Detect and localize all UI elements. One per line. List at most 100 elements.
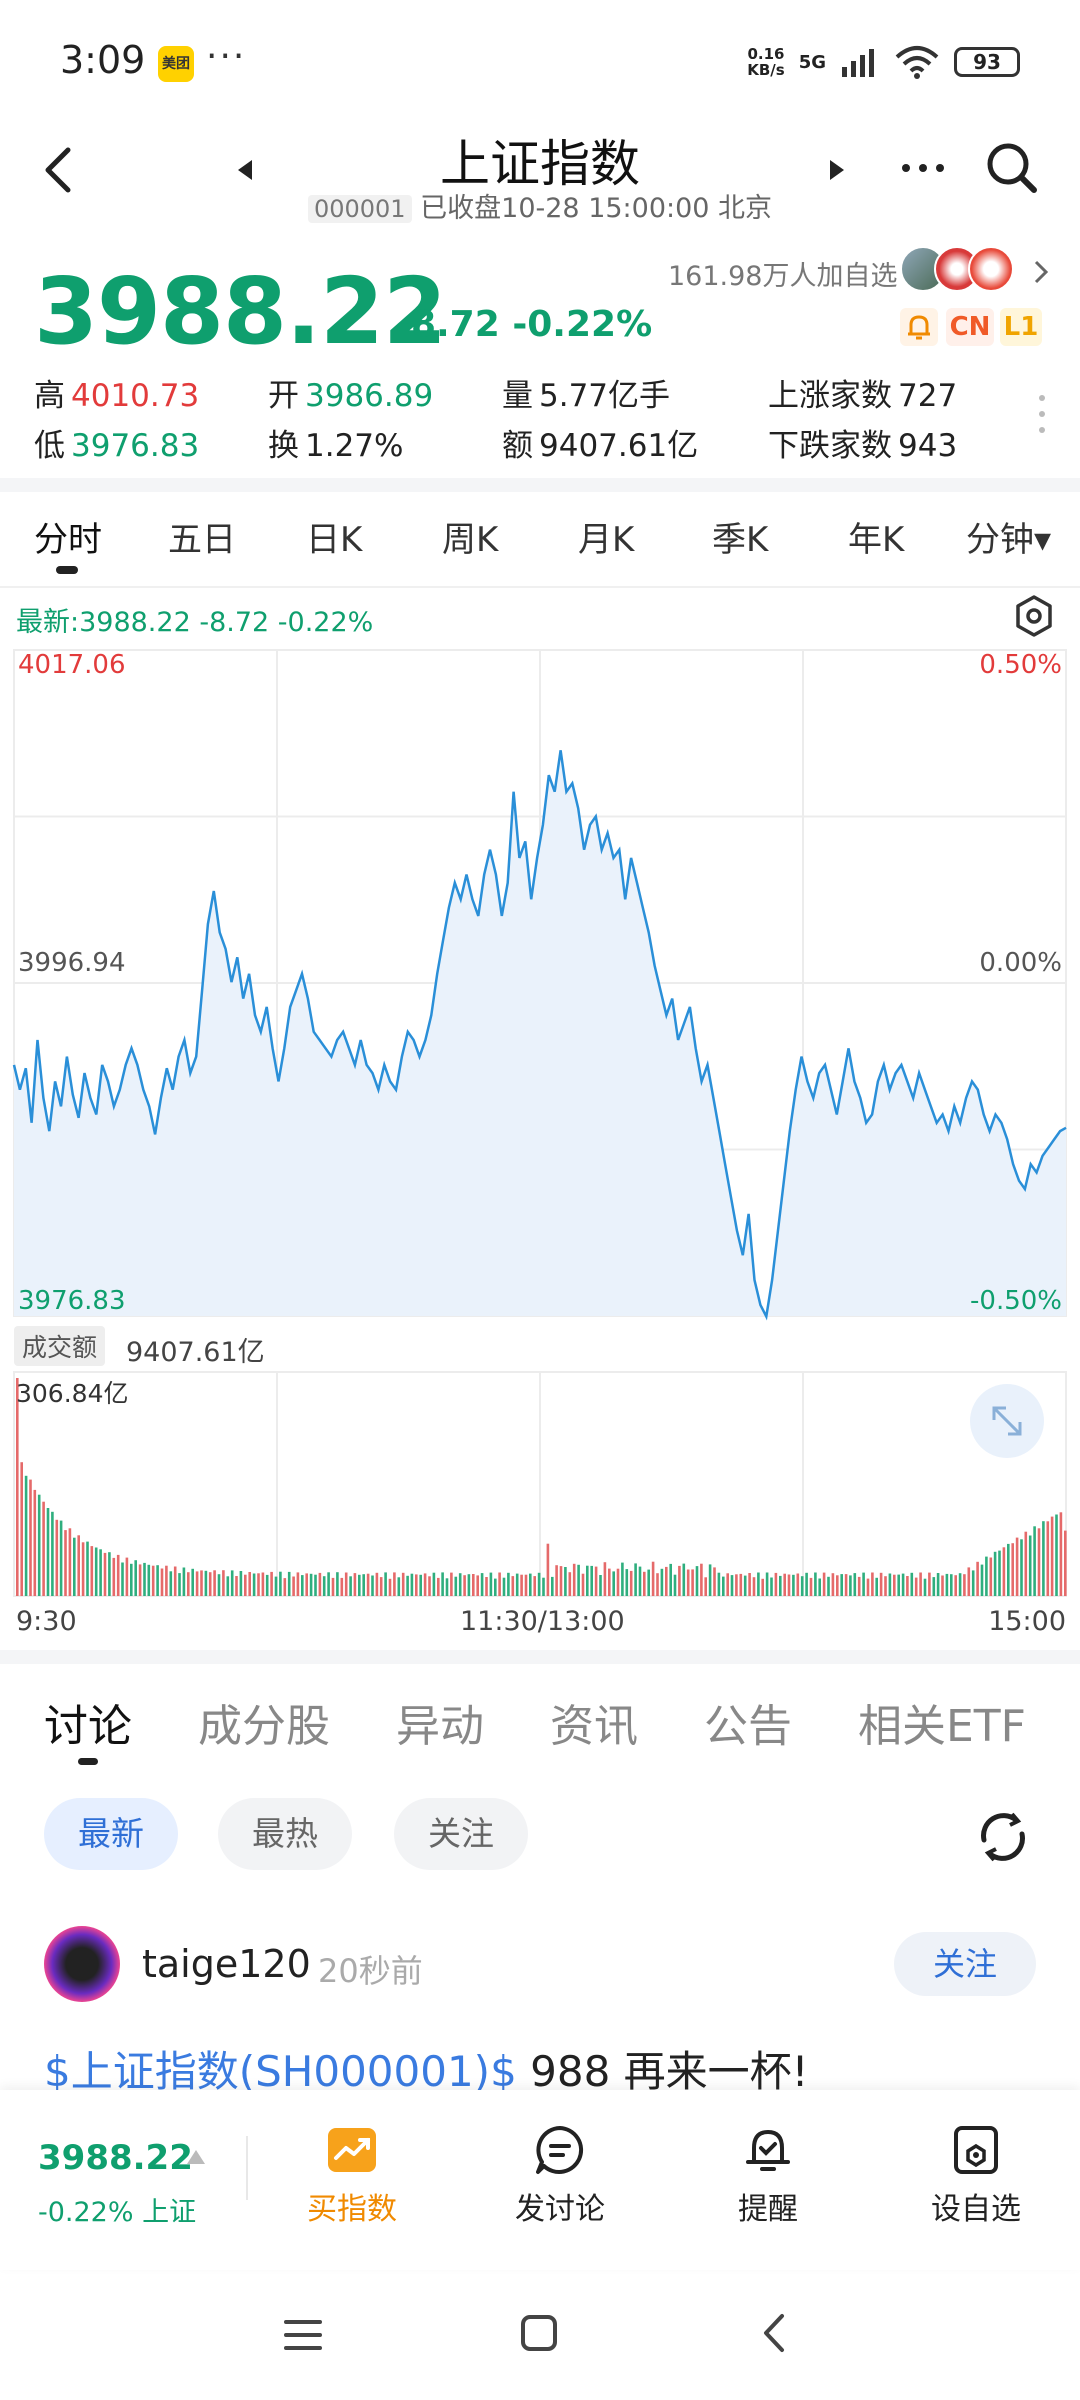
expand-up-icon[interactable] bbox=[186, 2148, 206, 2166]
post-discussion-button[interactable]: 发讨论 bbox=[480, 2122, 640, 2228]
volume-bar bbox=[888, 1573, 892, 1596]
post-text: 988 再来一杯! bbox=[516, 2047, 809, 2096]
intraday-chart[interactable] bbox=[0, 640, 1080, 1640]
stat-up-count: 上涨家数 727 bbox=[768, 378, 958, 414]
buy-index-button[interactable]: 买指数 bbox=[272, 2122, 432, 2228]
volume-bar bbox=[191, 1568, 194, 1596]
filter-following[interactable]: 关注 bbox=[394, 1798, 528, 1870]
nav-back-icon[interactable] bbox=[754, 2312, 796, 2354]
nav-menu-icon[interactable] bbox=[282, 2314, 324, 2356]
page-title: 上证指数 bbox=[440, 135, 640, 193]
post-avatar[interactable] bbox=[44, 1926, 120, 2002]
close-time: 已收盘10-28 15:00:00 北京 bbox=[420, 193, 773, 224]
tab-discussion[interactable]: 讨论 bbox=[44, 1701, 132, 1752]
volume-bar bbox=[726, 1573, 729, 1596]
alert-button[interactable]: 提醒 bbox=[688, 2122, 848, 2228]
battery-icon: 93 bbox=[954, 47, 1020, 77]
prev-index-icon[interactable] bbox=[232, 156, 260, 184]
volume-bar bbox=[108, 1552, 111, 1596]
volume-bar bbox=[81, 1542, 85, 1596]
volume-bar bbox=[480, 1573, 484, 1596]
tab-minute[interactable]: 分钟▾ bbox=[966, 520, 1052, 560]
next-index-icon[interactable] bbox=[822, 156, 850, 184]
volume-bar bbox=[1046, 1521, 1050, 1596]
watchers-count[interactable]: 161.98万人加自选 bbox=[668, 261, 898, 292]
volume-bar bbox=[112, 1557, 116, 1596]
tab-movements[interactable]: 异动 bbox=[396, 1701, 484, 1752]
volume-bar bbox=[1064, 1530, 1067, 1596]
volume-bar bbox=[437, 1577, 440, 1596]
volume-bar bbox=[252, 1573, 256, 1596]
chart-settings-icon[interactable] bbox=[1012, 594, 1056, 638]
tab-news[interactable]: 资讯 bbox=[550, 1701, 638, 1752]
index-code: 000001 bbox=[307, 195, 412, 223]
volume-bar bbox=[546, 1543, 550, 1596]
y-label-high: 4017.06 bbox=[18, 650, 126, 680]
filter-latest[interactable]: 最新 bbox=[44, 1798, 178, 1870]
watcher-avatars[interactable] bbox=[900, 246, 1020, 292]
volume-bar bbox=[954, 1575, 957, 1596]
post-username[interactable]: taige120 bbox=[142, 1942, 311, 1986]
volume-bar bbox=[1011, 1543, 1014, 1596]
volume-indicator-badge[interactable]: 成交额 bbox=[14, 1326, 106, 1366]
tab-monthly-k[interactable]: 月K bbox=[578, 520, 635, 560]
tab-five-day[interactable]: 五日 bbox=[168, 520, 236, 560]
volume-bar bbox=[235, 1576, 238, 1596]
volume-bar bbox=[520, 1574, 523, 1596]
volume-bar bbox=[897, 1574, 900, 1596]
volume-bar bbox=[274, 1576, 278, 1596]
volume-bar bbox=[393, 1572, 396, 1596]
volume-bar bbox=[551, 1576, 554, 1596]
search-icon[interactable] bbox=[982, 138, 1042, 198]
volume-bar bbox=[634, 1563, 637, 1596]
volume-bar bbox=[489, 1572, 493, 1596]
tab-intraday[interactable]: 分时 bbox=[34, 520, 102, 560]
tab-constituents[interactable]: 成分股 bbox=[198, 1701, 330, 1752]
volume-bar bbox=[143, 1562, 146, 1596]
volume-bar bbox=[283, 1578, 287, 1596]
bell-icon[interactable] bbox=[900, 308, 938, 346]
tab-related-etf[interactable]: 相关ETF bbox=[858, 1701, 1026, 1752]
filter-hottest[interactable]: 最热 bbox=[218, 1798, 352, 1870]
volume-bar bbox=[651, 1561, 655, 1596]
volume-bar bbox=[822, 1572, 826, 1596]
volume-bar bbox=[463, 1575, 466, 1596]
volume-bar bbox=[686, 1569, 690, 1596]
nav-home-icon[interactable] bbox=[518, 2312, 560, 2354]
back-arrow-icon[interactable] bbox=[30, 140, 90, 200]
volume-bar bbox=[296, 1572, 300, 1596]
tab-daily-k[interactable]: 日K bbox=[306, 520, 363, 560]
volume-bar bbox=[511, 1576, 515, 1596]
volume-bar bbox=[204, 1570, 208, 1596]
volume-bar bbox=[415, 1574, 418, 1596]
bottom-action-bar bbox=[0, 2090, 1080, 2270]
tab-announcements[interactable]: 公告 bbox=[704, 1701, 792, 1752]
volume-bar bbox=[24, 1475, 28, 1596]
expand-icon[interactable] bbox=[970, 1384, 1044, 1458]
volume-bar bbox=[59, 1520, 63, 1596]
y-label-prev-close: 3996.94 bbox=[18, 948, 126, 978]
volume-bar bbox=[90, 1546, 94, 1596]
vertical-more-icon[interactable] bbox=[1036, 392, 1048, 436]
add-watchlist-button[interactable]: 设自选 bbox=[896, 2122, 1056, 2228]
follow-button[interactable]: 关注 bbox=[894, 1932, 1036, 1996]
volume-bar bbox=[568, 1572, 572, 1596]
tab-yearly-k[interactable]: 年K bbox=[848, 520, 905, 560]
x-label-open: 9:30 bbox=[16, 1606, 77, 1637]
volume-bar bbox=[213, 1570, 216, 1596]
volume-bar bbox=[919, 1572, 922, 1596]
tab-weekly-k[interactable]: 周K bbox=[442, 520, 499, 560]
volume-bar bbox=[906, 1576, 909, 1596]
volume-bar bbox=[862, 1572, 865, 1596]
volume-bar bbox=[160, 1568, 164, 1596]
tab-quarterly-k[interactable]: 季K bbox=[712, 520, 769, 560]
volume-bar bbox=[998, 1550, 1001, 1596]
more-icon[interactable] bbox=[898, 148, 948, 188]
volume-max-label: 306.84亿 bbox=[16, 1379, 129, 1408]
refresh-icon[interactable] bbox=[972, 1806, 1034, 1868]
stock-tag-link[interactable]: $上证指数(SH000001)$ bbox=[44, 2047, 517, 2096]
chevron-right-icon[interactable] bbox=[1030, 258, 1052, 286]
volume-bar bbox=[774, 1572, 778, 1596]
post-content[interactable]: $上证指数(SH000001)$ 988 再来一杯! bbox=[44, 2038, 809, 2099]
volume-bar bbox=[950, 1574, 953, 1596]
